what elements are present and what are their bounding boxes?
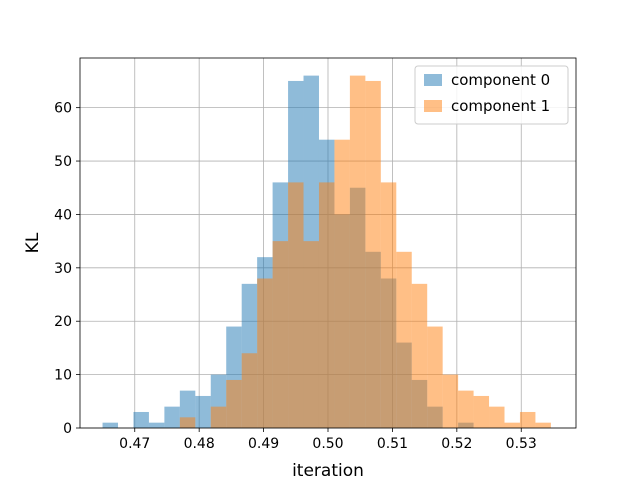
series-1-bars <box>179 75 551 429</box>
histogram-bars <box>102 75 551 429</box>
histogram-bar <box>257 278 273 428</box>
histogram-bar <box>411 283 428 428</box>
histogram-bar <box>349 75 366 428</box>
x-tick-label: 0.47 <box>119 436 150 452</box>
histogram-bar <box>535 422 551 428</box>
legend-swatch <box>424 74 442 86</box>
histogram-bar <box>318 182 335 428</box>
x-tick-label: 0.51 <box>377 436 408 452</box>
histogram-bar <box>489 406 505 428</box>
histogram-bar <box>458 390 474 428</box>
legend-label: component 0 <box>451 71 550 89</box>
histogram-bar <box>226 379 242 428</box>
histogram-bar <box>102 422 119 428</box>
histogram-bar <box>365 80 381 428</box>
histogram-bar <box>334 139 350 429</box>
histogram-bar <box>427 326 443 428</box>
histogram-bar <box>380 182 397 428</box>
histogram-bar <box>210 406 227 428</box>
x-axis-ticks: 0.47 0.48 0.49 0.50 0.51 0.52 0.53 <box>119 428 537 452</box>
histogram-bar <box>396 251 412 428</box>
histogram-bar <box>519 411 536 428</box>
y-axis-ticks: 0 10 20 30 40 50 60 <box>54 101 80 437</box>
histogram-bar <box>272 241 289 428</box>
y-tick-label: 20 <box>54 314 72 330</box>
x-tick-label: 0.53 <box>506 436 537 452</box>
y-axis-label: KL <box>23 232 43 253</box>
y-tick-label: 10 <box>54 368 72 384</box>
histogram-bar <box>179 417 196 428</box>
histogram-bar <box>288 182 304 428</box>
x-tick-label: 0.50 <box>312 436 343 452</box>
histogram-bar <box>133 411 149 428</box>
x-tick-label: 0.49 <box>248 436 279 452</box>
histogram-bar <box>241 353 258 428</box>
histogram-bar <box>442 374 459 428</box>
y-tick-label: 30 <box>54 261 72 277</box>
x-axis-label: iteration <box>292 461 364 480</box>
histogram-bar <box>195 395 211 428</box>
histogram-bar <box>473 395 490 428</box>
histogram-bar <box>303 241 319 428</box>
y-tick-label: 0 <box>63 421 72 437</box>
x-tick-label: 0.48 <box>184 436 215 452</box>
legend: component 0 component 1 <box>414 65 569 125</box>
y-tick-label: 50 <box>54 154 72 170</box>
y-tick-label: 60 <box>54 101 72 117</box>
x-tick-label: 0.52 <box>441 436 472 452</box>
legend-box <box>414 65 569 125</box>
legend-label: component 1 <box>451 97 550 115</box>
legend-swatch <box>424 100 442 112</box>
y-tick-label: 40 <box>54 207 72 223</box>
histogram-bar <box>504 422 520 428</box>
histogram-bar <box>148 422 165 428</box>
histogram-bar <box>164 406 180 428</box>
